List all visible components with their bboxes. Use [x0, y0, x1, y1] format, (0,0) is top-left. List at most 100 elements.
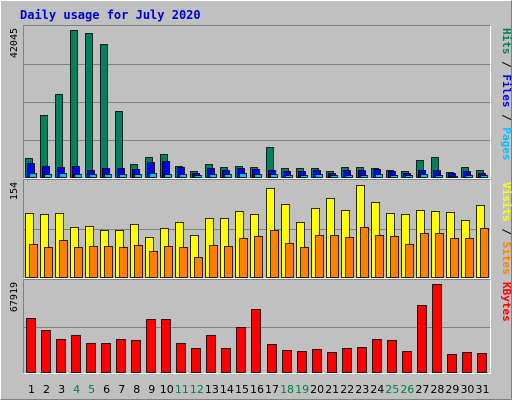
bar-hits-day-5	[85, 33, 93, 178]
panel-kbytes-legend: KBytes	[500, 282, 512, 322]
bar-sites-day-27	[420, 233, 429, 278]
x-tick-label: 1	[28, 383, 35, 396]
bar-pages-day-31	[480, 175, 488, 178]
bar-sites-day-6	[104, 246, 113, 278]
bar-kbytes-day-13	[206, 335, 216, 373]
chart-title: Daily usage for July 2020	[20, 8, 201, 22]
bar-pages-day-15	[239, 173, 247, 178]
bar-kbytes-day-15	[236, 327, 246, 373]
x-tick-label: 10	[160, 383, 174, 396]
bar-sites-day-10	[164, 246, 173, 278]
x-tick-label: 19	[295, 383, 309, 396]
bar-pages-day-24	[375, 174, 383, 178]
bar-sites-day-4	[74, 247, 83, 278]
x-tick-label: 8	[133, 383, 140, 396]
x-tick-label: 20	[310, 383, 324, 396]
bar-sites-day-16	[254, 236, 263, 278]
bar-pages-day-18	[285, 175, 293, 178]
panel-hits-files-pages-ymax-label: 42045	[9, 28, 20, 58]
x-tick-label: 14	[220, 383, 234, 396]
bar-sites-day-21	[330, 235, 339, 278]
bar-kbytes-day-17	[267, 344, 277, 373]
bar-kbytes-day-21	[327, 352, 337, 373]
bar-kbytes-day-20	[312, 349, 322, 373]
bar-sites-day-9	[149, 251, 158, 278]
bar-kbytes-day-19	[297, 351, 307, 373]
bar-sites-day-12	[194, 257, 203, 278]
bar-kbytes-day-4	[71, 335, 81, 373]
x-tick-label: 29	[445, 383, 459, 396]
x-tick-label: 3	[58, 383, 65, 396]
legend-entry: Visits	[500, 182, 512, 222]
x-tick-label: 5	[88, 383, 95, 396]
bar-sites-day-24	[375, 235, 384, 278]
bar-pages-day-5	[89, 174, 97, 178]
bar-sites-day-19	[300, 247, 309, 278]
x-tick-label: 18	[280, 383, 294, 396]
bar-pages-day-1	[29, 173, 37, 178]
legend-entry: Sites	[500, 242, 512, 275]
x-tick-label: 6	[103, 383, 110, 396]
bar-kbytes-day-1	[26, 318, 36, 373]
bar-kbytes-day-7	[116, 339, 126, 373]
bar-hits-day-4	[70, 30, 78, 178]
bar-sites-day-28	[435, 233, 444, 278]
bar-kbytes-day-5	[86, 343, 96, 373]
bar-sites-day-26	[405, 244, 414, 278]
legend-entry: Files	[500, 74, 512, 107]
bar-sites-day-31	[480, 228, 489, 278]
bar-hits-day-3	[55, 94, 63, 178]
legend-entry: KBytes	[500, 282, 512, 322]
x-tick-label: 2	[43, 383, 50, 396]
x-tick-label: 9	[148, 383, 155, 396]
bar-pages-day-3	[59, 173, 67, 178]
x-tick-label: 26	[400, 383, 414, 396]
x-tick-label: 23	[355, 383, 369, 396]
legend-entry: /	[500, 108, 512, 128]
x-tick-label: 24	[370, 383, 384, 396]
bar-kbytes-day-11	[176, 343, 186, 373]
bar-kbytes-day-25	[387, 340, 397, 373]
legend-entry: Hits	[500, 28, 512, 55]
bar-sites-day-29	[450, 238, 459, 278]
bar-hits-day-7	[115, 111, 123, 178]
bar-pages-day-30	[465, 175, 473, 178]
panel-kbytes-ymax-label: 67919	[9, 282, 20, 312]
bar-kbytes-day-23	[357, 347, 367, 373]
bar-sites-day-14	[224, 246, 233, 278]
bar-pages-day-25	[390, 175, 398, 178]
panel-visits-sites-ymax-label: 154	[9, 182, 20, 200]
bar-kbytes-day-6	[101, 343, 111, 373]
bar-pages-day-9	[149, 173, 157, 178]
bar-pages-day-28	[435, 175, 443, 178]
bar-sites-day-7	[119, 247, 128, 278]
bar-kbytes-day-29	[447, 354, 457, 373]
bar-kbytes-day-10	[161, 319, 171, 373]
x-tick-label: 11	[175, 383, 189, 396]
bar-sites-day-15	[239, 238, 248, 278]
bar-hits-day-6	[100, 44, 108, 178]
bar-pages-day-21	[330, 175, 338, 178]
x-tick-label: 17	[265, 383, 279, 396]
legend-entry: /	[500, 222, 512, 242]
bar-sites-day-8	[134, 245, 143, 278]
bar-sites-day-20	[315, 235, 324, 278]
bar-sites-day-1	[29, 244, 38, 278]
bar-pages-day-8	[134, 174, 142, 178]
legend-entry: Pages	[500, 127, 512, 160]
bar-pages-day-10	[164, 174, 172, 178]
x-tick-label: 7	[118, 383, 125, 396]
bar-kbytes-day-31	[477, 353, 487, 373]
panel-visits-sites-legend: Visits / Sites	[500, 182, 512, 275]
bar-sites-day-22	[345, 237, 354, 278]
bar-sites-day-18	[285, 243, 294, 278]
bar-kbytes-day-28	[432, 284, 442, 373]
bar-pages-day-12	[194, 175, 202, 178]
x-tick-label: 16	[250, 383, 264, 396]
bar-pages-day-6	[104, 174, 112, 178]
bar-sites-day-2	[44, 247, 53, 278]
bar-kbytes-day-12	[191, 348, 201, 373]
x-tick-label: 4	[73, 383, 80, 396]
bar-pages-day-7	[119, 174, 127, 178]
